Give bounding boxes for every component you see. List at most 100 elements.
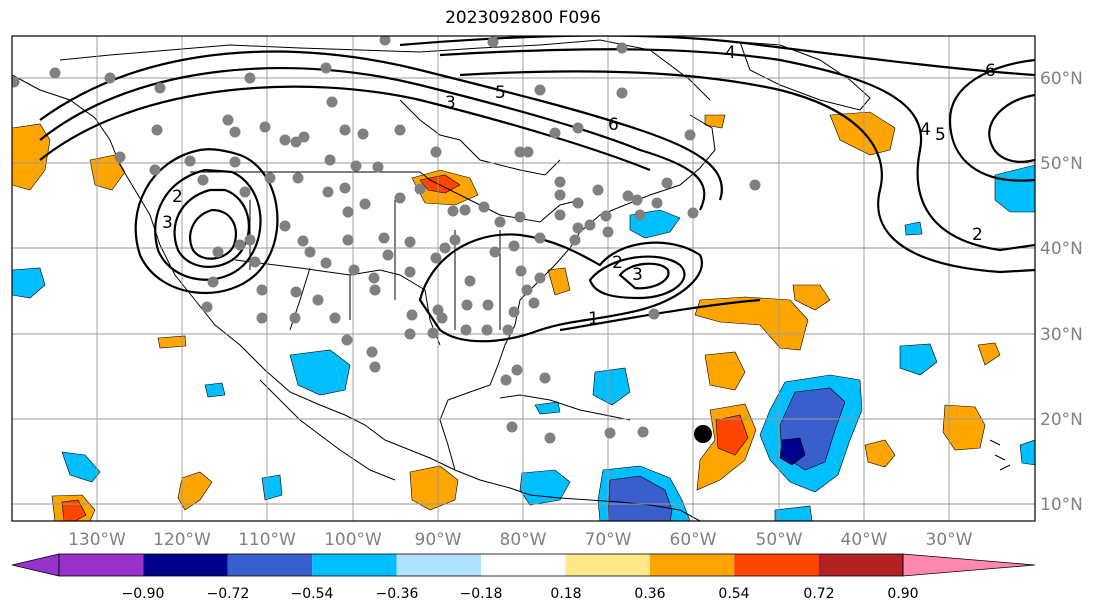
map-title: 2023092800 F096 bbox=[445, 8, 601, 28]
anomaly-region bbox=[994, 164, 1035, 213]
station-dot bbox=[244, 234, 256, 246]
station-dot bbox=[229, 126, 241, 138]
station-dot bbox=[149, 164, 161, 176]
station-dot bbox=[290, 286, 302, 298]
station-dot bbox=[350, 160, 362, 172]
station-dot bbox=[549, 127, 561, 139]
station-dot bbox=[297, 235, 309, 247]
anomaly-region bbox=[61, 499, 87, 521]
station-dot bbox=[554, 209, 566, 221]
station-dot bbox=[522, 146, 534, 158]
station-dot bbox=[201, 301, 213, 313]
station-dot bbox=[279, 134, 291, 146]
station-dot bbox=[637, 426, 649, 438]
station-dot bbox=[569, 234, 581, 246]
station-dot bbox=[427, 327, 439, 339]
station-dot bbox=[502, 324, 514, 336]
station-dot bbox=[487, 36, 499, 48]
station-dot bbox=[379, 36, 391, 46]
station-dot bbox=[634, 209, 646, 221]
colorbar-tick-label: −0.18 bbox=[460, 586, 503, 602]
colorbar-bin bbox=[59, 554, 144, 576]
station-dot bbox=[528, 297, 540, 309]
anomaly-region bbox=[409, 465, 459, 511]
station-dot bbox=[259, 121, 271, 133]
station-dot bbox=[521, 284, 533, 296]
colorbar-tick-label: −0.72 bbox=[207, 586, 250, 602]
anomaly-region bbox=[89, 154, 126, 191]
station-dot bbox=[312, 294, 324, 306]
lon-label: 90°W bbox=[415, 530, 462, 550]
anomaly-region bbox=[829, 111, 896, 156]
station-dots bbox=[12, 36, 761, 444]
contour-label: 5 bbox=[495, 83, 506, 103]
station-dot bbox=[500, 374, 512, 386]
anomaly-region bbox=[534, 401, 561, 415]
lon-label: 60°W bbox=[670, 530, 717, 550]
station-dot bbox=[372, 161, 384, 173]
station-dot bbox=[544, 432, 556, 444]
station-dot bbox=[244, 72, 256, 84]
station-dot bbox=[464, 275, 476, 287]
station-dot bbox=[534, 232, 546, 244]
station-dot bbox=[320, 257, 332, 269]
station-dot bbox=[154, 82, 166, 94]
anomaly-region bbox=[864, 439, 896, 468]
colorbar-tick-label: −0.36 bbox=[376, 586, 419, 602]
station-dot bbox=[481, 324, 493, 336]
colorbar-bin bbox=[143, 554, 228, 576]
lon-label: 70°W bbox=[585, 530, 632, 550]
contour-label: 4 bbox=[920, 120, 931, 140]
station-dot bbox=[449, 234, 461, 246]
contour-label: 3 bbox=[632, 265, 643, 285]
lon-label: 130°W bbox=[68, 530, 126, 550]
station-dot bbox=[592, 184, 604, 196]
station-dot bbox=[222, 114, 234, 126]
colorbar-bin bbox=[396, 554, 481, 576]
colorbar-bin bbox=[565, 554, 650, 576]
station-dot bbox=[104, 72, 116, 84]
station-dot bbox=[290, 136, 302, 148]
station-dot bbox=[239, 186, 251, 198]
lon-label: 110°W bbox=[238, 530, 296, 550]
station-dot bbox=[324, 154, 336, 166]
station-dot bbox=[631, 194, 643, 206]
station-dot bbox=[494, 216, 506, 228]
anomaly-region bbox=[779, 437, 806, 466]
station-dot bbox=[279, 220, 291, 232]
contour-labels: 1 2 3 2 2 3 3 4 5 6 6 4 5 bbox=[162, 43, 996, 329]
contour-label: 2 bbox=[972, 225, 983, 245]
colorbar-tick-label: 0.18 bbox=[550, 586, 581, 602]
station-dot bbox=[600, 210, 612, 222]
lon-label: 80°W bbox=[500, 530, 547, 550]
station-dot bbox=[572, 122, 584, 134]
anomaly-region bbox=[289, 349, 351, 396]
colorbar-frame bbox=[58, 553, 904, 577]
longitude-labels: 130°W 120°W 110°W 100°W 90°W 80°W 70°W 6… bbox=[68, 530, 973, 550]
anomaly-region bbox=[177, 471, 213, 511]
station-dot bbox=[49, 67, 61, 79]
station-dot bbox=[534, 272, 546, 284]
contour-label: 2 bbox=[612, 253, 623, 273]
station-dot bbox=[12, 76, 20, 88]
station-dot bbox=[256, 312, 268, 324]
colorbar-tick-label: 0.54 bbox=[718, 586, 749, 602]
station-dot bbox=[430, 252, 442, 264]
anomaly-region bbox=[592, 367, 631, 406]
colorbar-extend-high bbox=[902, 553, 1036, 577]
storm-center-marker bbox=[694, 425, 712, 443]
station-dot bbox=[447, 205, 459, 217]
anomaly-region bbox=[61, 451, 101, 483]
contour-label: 3 bbox=[445, 93, 456, 113]
station-dot bbox=[406, 309, 418, 321]
station-dot bbox=[508, 240, 520, 252]
lon-label: 30°W bbox=[926, 530, 973, 550]
station-dot bbox=[482, 299, 494, 311]
contour-label: 5 bbox=[935, 125, 946, 145]
station-dot bbox=[572, 222, 584, 234]
lon-label: 40°W bbox=[841, 530, 888, 550]
anomaly-region bbox=[715, 414, 749, 456]
station-dot bbox=[404, 328, 416, 340]
contour-label: 1 bbox=[588, 309, 599, 329]
contour-label: 6 bbox=[608, 115, 619, 135]
